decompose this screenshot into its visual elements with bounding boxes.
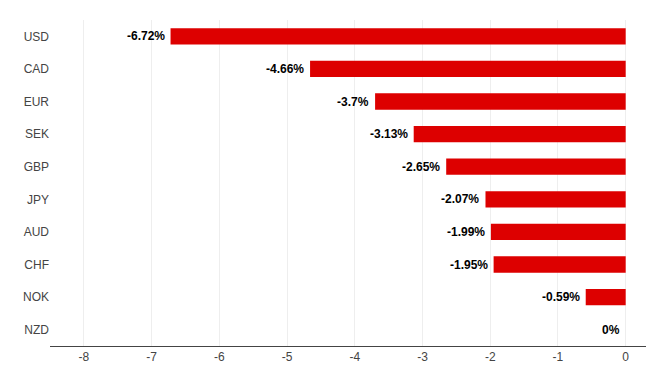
svg-text:NZD: NZD <box>24 323 49 337</box>
svg-text:CHF: CHF <box>24 258 49 272</box>
svg-text:-7: -7 <box>146 350 157 364</box>
svg-text:USD: USD <box>24 30 50 44</box>
svg-text:CAD: CAD <box>24 62 50 76</box>
svg-text:JPY: JPY <box>27 193 49 207</box>
svg-text:-8: -8 <box>79 350 90 364</box>
svg-text:-3: -3 <box>417 350 428 364</box>
svg-text:-3.13%: -3.13% <box>370 127 408 141</box>
svg-text:AUD: AUD <box>24 225 50 239</box>
svg-text:EUR: EUR <box>24 95 50 109</box>
svg-text:GBP: GBP <box>24 160 49 174</box>
svg-text:-2: -2 <box>485 350 496 364</box>
svg-text:-0.59%: -0.59% <box>542 290 580 304</box>
svg-text:NOK: NOK <box>23 290 49 304</box>
svg-text:-6: -6 <box>214 350 225 364</box>
svg-text:-3.7%: -3.7% <box>337 95 369 109</box>
svg-text:0: 0 <box>622 350 629 364</box>
svg-text:-2.65%: -2.65% <box>402 160 440 174</box>
svg-text:-1.95%: -1.95% <box>450 258 488 272</box>
svg-text:-2.07%: -2.07% <box>441 192 479 206</box>
svg-text:-4: -4 <box>349 350 360 364</box>
svg-text:-1: -1 <box>553 350 564 364</box>
svg-text:-5: -5 <box>282 350 293 364</box>
svg-text:SEK: SEK <box>25 127 49 141</box>
svg-text:0%: 0% <box>602 323 620 337</box>
svg-text:-6.72%: -6.72% <box>127 29 165 43</box>
svg-text:-4.66%: -4.66% <box>266 62 304 76</box>
svg-text:-1.99%: -1.99% <box>447 225 485 239</box>
